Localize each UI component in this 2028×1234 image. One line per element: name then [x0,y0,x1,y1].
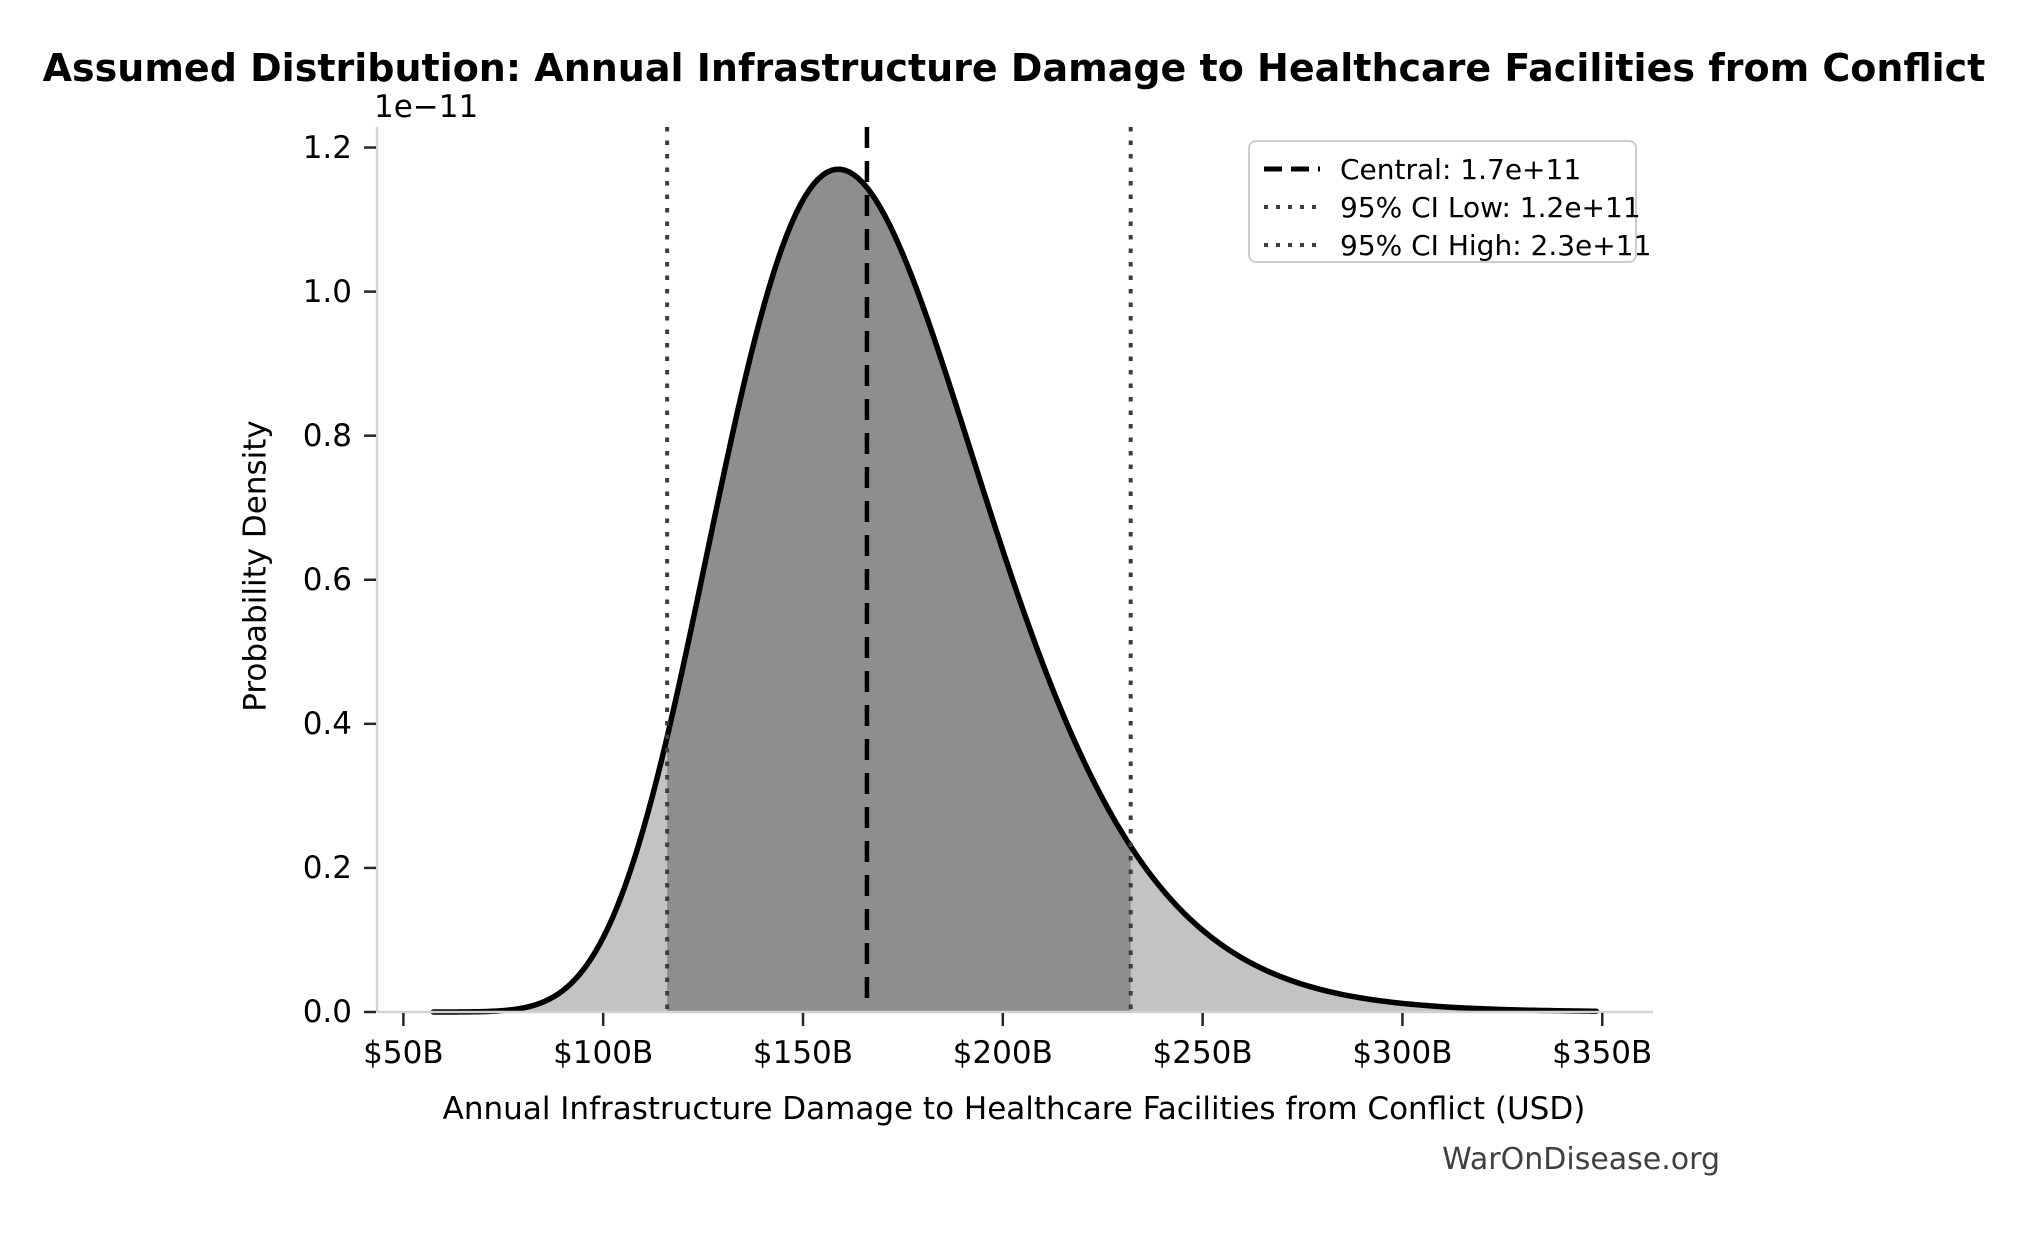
x-axis-label: Annual Infrastructure Damage to Healthca… [442,1091,1586,1127]
legend-item-ci-low: 95% CI Low: 1.2e+11 [1264,188,1641,226]
y-tick-label: 0.2 [302,849,352,886]
legend-item-central: Central: 1.7e+11 [1264,150,1635,188]
y-tick-label: 1.0 [302,273,352,310]
legend-label-ci-low: 95% CI Low: 1.2e+11 [1340,190,1641,224]
x-tick-label: $100B [553,1035,654,1071]
x-tick-label: $350B [1552,1035,1653,1071]
dotted-line-sample [1264,205,1320,209]
y-tick-label: 1.2 [302,129,352,166]
y-tick-label: 0.4 [302,705,352,742]
y-tick-label: 0.8 [302,417,352,454]
density-fill-ci [667,169,1131,1013]
y-axis-offset-label: 1e−11 [374,89,479,125]
x-tick-label: $300B [1352,1035,1453,1071]
dotted-line-sample [1264,243,1320,247]
density-curve [430,166,1599,1015]
legend-item-ci-high: 95% CI High: 2.3e+11 [1264,226,1651,264]
legend-label-central: Central: 1.7e+11 [1340,152,1582,186]
watermark: WarOnDisease.org [1442,1142,1720,1177]
y-tick-label: 0.6 [302,561,352,598]
x-tick-label: $50B [363,1035,444,1071]
x-tick-label: $200B [952,1035,1053,1071]
legend-label-ci-high: 95% CI High: 2.3e+11 [1340,228,1652,262]
dashed-line-sample [1264,166,1320,172]
y-tick-label: 0.0 [302,994,352,1030]
x-tick-label: $150B [752,1035,854,1071]
x-tick-label: $250B [1152,1035,1253,1071]
chart-title: Assumed Distribution: Annual Infrastruct… [42,46,1986,90]
legend-box: Central: 1.7e+11 95% CI Low: 1.2e+11 95%… [1248,140,1651,264]
